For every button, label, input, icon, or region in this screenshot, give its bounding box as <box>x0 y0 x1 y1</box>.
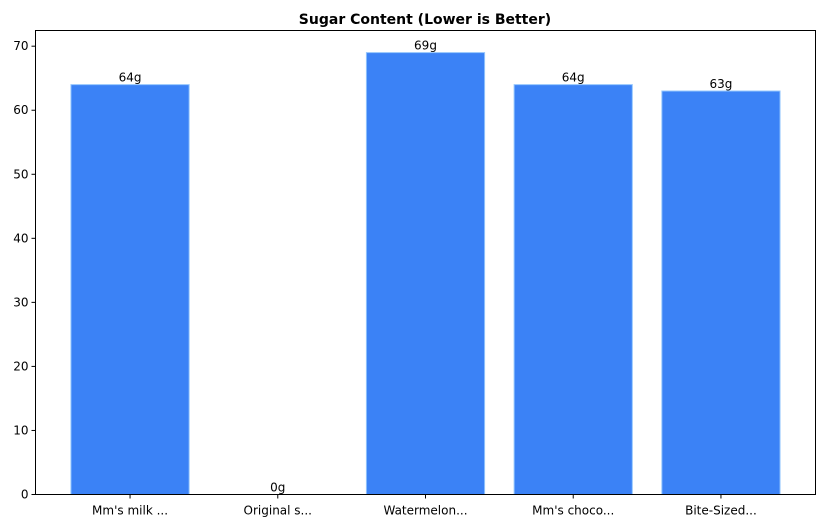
plot-frame <box>35 30 816 495</box>
bars-group <box>70 52 781 496</box>
y-tick-label-70: 70 <box>13 39 28 53</box>
x-tick-label-2: Original s... <box>244 504 312 518</box>
y-tick-label-40: 40 <box>13 231 28 245</box>
y-tick-label-10: 10 <box>13 423 28 437</box>
data-label-5: 63g <box>710 77 733 91</box>
y-tick-label-60: 60 <box>13 103 28 117</box>
y-axis: 0 10 20 30 40 50 60 70 <box>13 39 36 502</box>
data-labels-group: 64g 0g 69g 64g 63g <box>119 39 733 495</box>
data-label-1: 64g <box>119 71 142 85</box>
bar-5 <box>661 90 781 496</box>
bar-3 <box>365 52 486 495</box>
y-tick-label-30: 30 <box>13 295 28 309</box>
x-tick-label-1: Mm's milk ... <box>92 504 168 518</box>
y-tick-label-50: 50 <box>13 167 28 181</box>
data-label-3: 69g <box>414 39 437 53</box>
y-tick-label-20: 20 <box>13 359 28 373</box>
bar-1 <box>70 84 190 496</box>
data-label-4: 64g <box>562 71 585 85</box>
x-tick-label-5: Bite-Sized... <box>685 504 757 518</box>
bar-4 <box>513 84 633 496</box>
chart-title: Sugar Content (Lower is Better) <box>299 12 551 28</box>
x-axis: Mm's milk ... Original s... Watermelon... M… <box>92 494 757 518</box>
y-tick-label-0: 0 <box>21 488 29 502</box>
x-tick-label-3: Watermelon... <box>383 504 467 518</box>
x-tick-label-4: Mm's choco... <box>532 504 614 518</box>
data-label-2: 0g <box>270 481 285 495</box>
